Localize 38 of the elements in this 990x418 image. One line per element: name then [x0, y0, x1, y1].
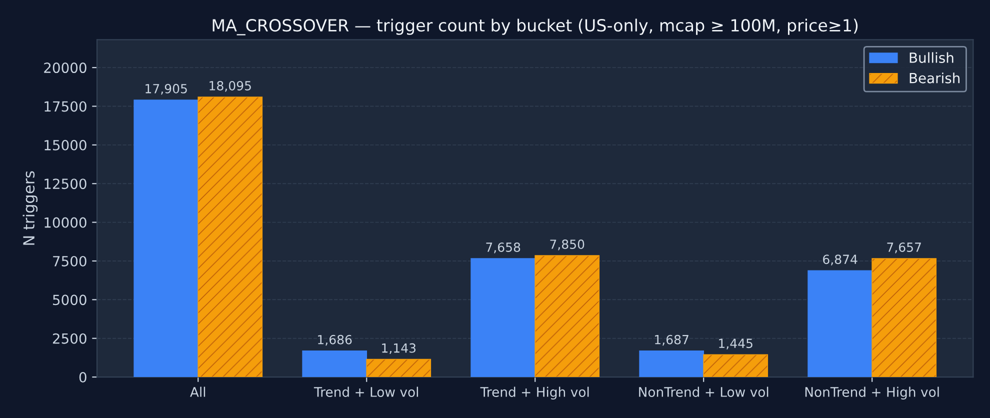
bar	[534, 255, 600, 378]
bar	[302, 350, 368, 378]
x-tick-label: Trend + High vol	[480, 386, 589, 400]
data-label: 7,658	[486, 242, 520, 254]
y-tick-label: 12500	[44, 178, 86, 190]
bar	[703, 354, 768, 378]
bar	[198, 96, 263, 378]
x-tick-label: Trend + Low vol	[314, 386, 418, 397]
data-label: 17,905	[146, 84, 187, 95]
legend-label: Bullish	[910, 52, 954, 63]
data-label: 1,687	[655, 334, 688, 346]
bar	[639, 350, 704, 378]
y-axis-title: N triggers	[22, 171, 38, 245]
legend-label: Bearish	[910, 72, 960, 84]
y-tick-label: 5000	[53, 294, 86, 306]
bar	[872, 258, 937, 378]
y-tick-label: 17500	[44, 101, 86, 112]
y-tick-label: 10000	[44, 217, 86, 228]
x-tick-label: NonTrend + Low vol	[639, 386, 768, 397]
data-label: 7,850	[550, 240, 584, 250]
x-tick-label: NonTrend + High vol	[805, 386, 939, 400]
bar	[470, 258, 536, 378]
x-tick-label: All	[190, 386, 206, 397]
y-tick-label: 7500	[53, 256, 86, 266]
data-label: 18,095	[210, 80, 251, 92]
bar	[134, 100, 199, 378]
data-label: 1,686	[318, 334, 352, 346]
bar	[366, 358, 432, 378]
y-tick-label: 15000	[44, 140, 86, 150]
chart-title: MA_CROSSOVER — trigger count by bucket (US-only, mcap ≥ 100M, price≥1)	[212, 18, 858, 36]
data-label: 1,143	[382, 343, 416, 354]
data-label: 1,445	[719, 338, 752, 350]
y-tick-label: 20000	[44, 62, 86, 74]
y-tick-label: 0	[79, 372, 86, 383]
y-tick-label: 2500	[52, 333, 86, 344]
bar	[808, 270, 872, 378]
data-label: 6,874	[823, 254, 858, 266]
data-label: 7,657	[887, 242, 921, 254]
